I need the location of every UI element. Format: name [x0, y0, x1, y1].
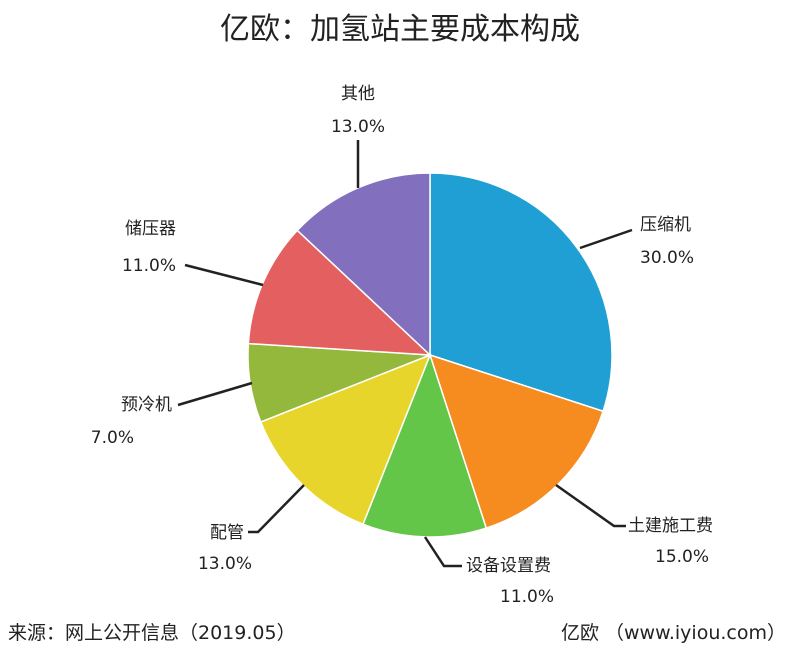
slice-percent-3: 13.0% — [198, 554, 252, 574]
slice-label-3: 配管 — [210, 523, 244, 543]
slice-percent-0: 30.0% — [640, 248, 694, 268]
leader-line-1 — [555, 483, 626, 528]
pie-slice-5 — [247, 229, 433, 356]
slice-label-0: 压缩机 — [640, 215, 691, 235]
slice-percent-5: 11.0% — [122, 256, 176, 276]
pie-slice-3 — [259, 353, 432, 526]
slice-label-6: 其他 — [341, 84, 375, 104]
slice-percent-2: 11.0% — [500, 587, 554, 607]
pie-slice-2 — [362, 352, 488, 538]
brand-note: 亿欧 （www.iyiou.com） — [560, 622, 786, 644]
pie-slice-1 — [428, 353, 605, 530]
slice-percent-6: 13.0% — [331, 117, 385, 137]
leader-line-5 — [184, 263, 264, 287]
slice-percent-4: 7.0% — [91, 428, 134, 448]
slice-label-5: 储压器 — [125, 219, 176, 239]
leader-line-3 — [248, 484, 305, 534]
source-note: 来源：网上公开信息（2019.05） — [8, 622, 296, 644]
slice-percent-1: 15.0% — [655, 547, 709, 567]
slice-label-4: 预冷机 — [121, 395, 172, 415]
leader-line-4 — [177, 381, 253, 407]
pie-slice-0 — [429, 172, 613, 413]
leader-line-2 — [423, 536, 462, 568]
slice-label-2: 设备设置费 — [466, 556, 551, 576]
chart-title: 亿欧：加氢站主要成本构成 — [220, 12, 580, 47]
slice-label-1: 土建施工费 — [628, 516, 713, 536]
leader-line-0 — [579, 228, 633, 250]
